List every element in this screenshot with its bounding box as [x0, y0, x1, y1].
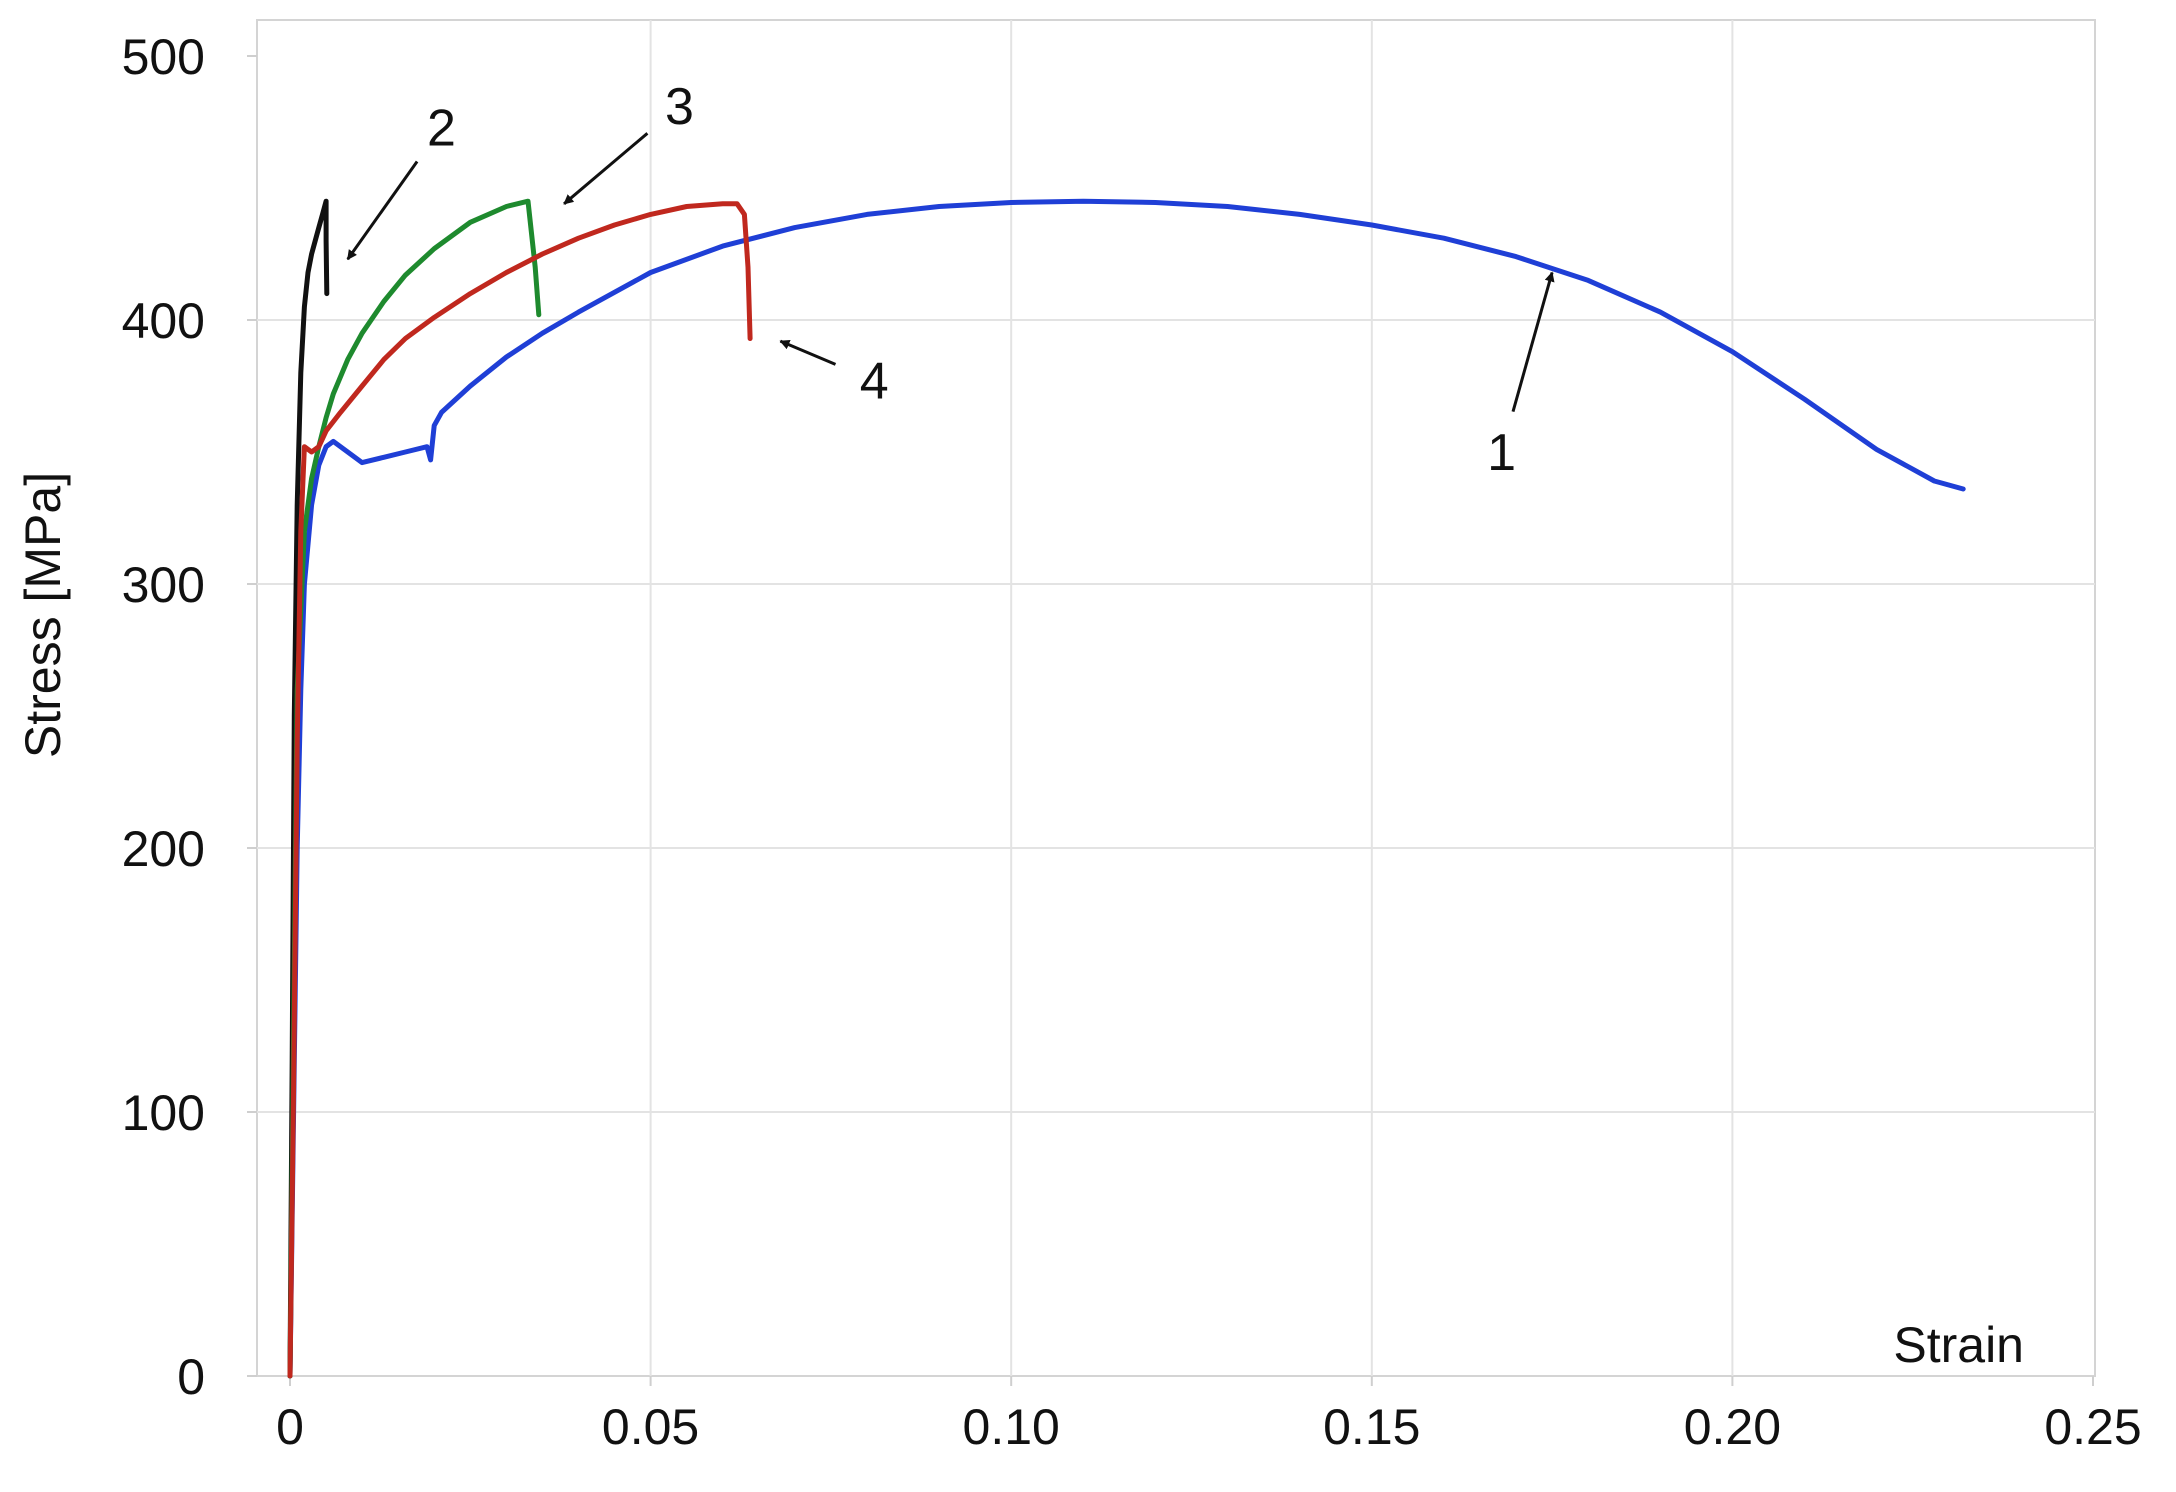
series-3-line: [287, 198, 542, 1379]
series-1-line: [287, 198, 1966, 1379]
annotation-1-arrow: [1511, 271, 1555, 413]
annotation-3-label: 3: [665, 78, 694, 136]
x-tick-label: 0.15: [1323, 1399, 1420, 1455]
x-tick-label: 0.10: [963, 1399, 1060, 1455]
annotation-2-arrow: [346, 160, 419, 261]
series-2-line: [287, 198, 330, 1379]
x-axis-label: Strain: [1893, 1317, 2024, 1373]
annotation-1-label: 1: [1487, 424, 1516, 482]
ticks: 0 0.05 0.10 0.15 0.20 0.25 0 100 200 300 400 500: [122, 29, 2142, 1455]
y-tick-label: 200: [122, 821, 205, 877]
series-4-line: [287, 201, 753, 1379]
annotation-2-label: 2: [427, 99, 456, 157]
y-tick-label: 100: [122, 1085, 205, 1141]
x-tick-label: 0.05: [602, 1399, 699, 1455]
y-tick-label: 400: [122, 293, 205, 349]
annotations-layer: 1 2 3 4: [346, 78, 1555, 482]
y-axis-label: Stress [MPa]: [15, 472, 71, 758]
annotation-3-arrow: [563, 132, 649, 205]
series-layer: [287, 198, 1966, 1379]
annotation-4-label: 4: [860, 353, 889, 411]
annotation-4-arrow: [779, 339, 837, 366]
grid: [257, 20, 2095, 1376]
x-tick-label: 0: [276, 1399, 304, 1455]
y-tick-label: 500: [122, 29, 205, 85]
x-tick-label: 0.25: [2044, 1399, 2141, 1455]
y-tick-label: 300: [122, 557, 205, 613]
y-tick-label: 0: [177, 1349, 205, 1405]
x-tick-label: 0.20: [1684, 1399, 1781, 1455]
